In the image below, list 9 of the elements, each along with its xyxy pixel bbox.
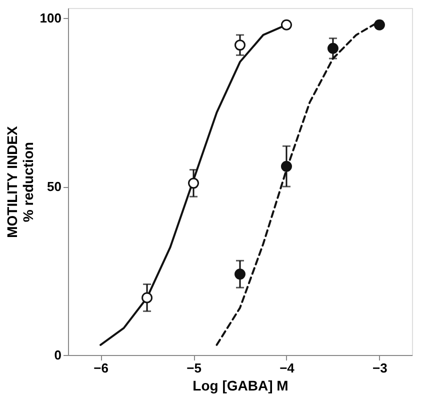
y-tick-label: 0 [54, 348, 62, 362]
y-tick-label: 50 [47, 179, 62, 194]
x-tick-label: −3 [372, 360, 388, 376]
x-tick-label: −6 [94, 360, 108, 376]
y-axis-title: MOTILITY INDEX % reduction [4, 125, 36, 238]
x-tick-label: −4 [280, 360, 296, 376]
x-tick-label: −5 [186, 360, 202, 376]
y-tick-label: 100 [40, 10, 62, 26]
x-axis-title: Log [GABA] M [192, 378, 288, 394]
